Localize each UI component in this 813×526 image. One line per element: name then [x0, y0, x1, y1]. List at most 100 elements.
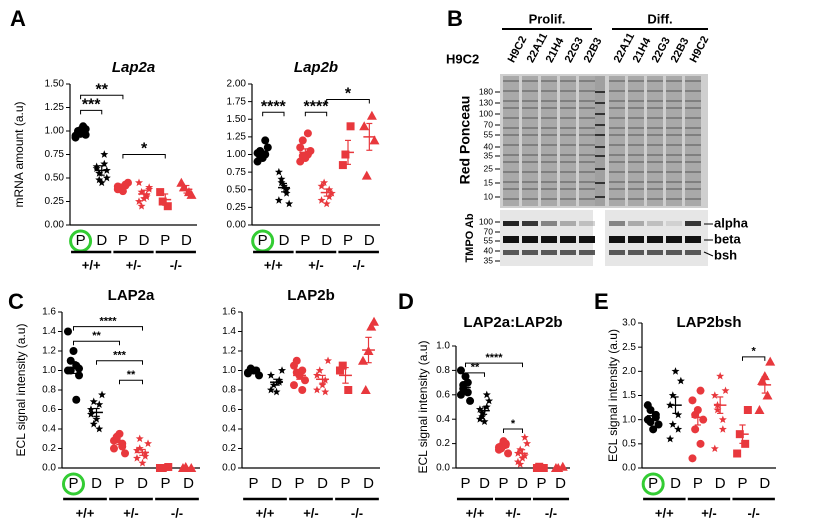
significance-label: *: [345, 86, 352, 103]
genotype-label: +/-: [126, 257, 142, 272]
ponceau-band: [685, 188, 701, 190]
data-point: [109, 444, 118, 453]
ponceau-band: [560, 171, 576, 173]
y-tick-label: 1.25: [45, 102, 65, 113]
data-point: [466, 396, 475, 405]
ponceau-band: [503, 161, 519, 163]
ponceau-band: [560, 90, 576, 92]
ponceau-band: [609, 100, 625, 102]
data-point: [100, 150, 109, 158]
x-tick-label: D: [91, 475, 102, 492]
significance-bracket: [80, 94, 124, 100]
ponceau-lane: [685, 76, 701, 206]
x-tick-label: D: [317, 475, 328, 492]
data-point: [289, 381, 298, 390]
data-point: [317, 182, 326, 190]
data-point: [98, 390, 107, 399]
ponceau-band: [503, 181, 519, 183]
ponceau-band: [666, 198, 682, 200]
ponceau-band: [560, 198, 576, 200]
data-point: [480, 417, 489, 426]
marker-label: 180: [479, 86, 493, 96]
data-point: [263, 143, 272, 152]
data-point: [135, 178, 143, 187]
data-point: [324, 356, 333, 365]
data-point: [535, 462, 544, 471]
marker-label: 55: [484, 129, 494, 139]
ponceau-band: [579, 107, 595, 109]
chart-title: LAP2a:LAP2b: [463, 314, 562, 331]
marker-label: 35: [484, 150, 494, 160]
data-point: [112, 432, 121, 441]
x-tick-label: D: [321, 232, 332, 249]
ponceau-band: [647, 181, 663, 183]
x-tick-label: P: [68, 475, 78, 492]
data-point: [643, 401, 652, 410]
ponceau-band: [666, 161, 682, 163]
significance-label: ***: [82, 97, 101, 114]
y-tick-label: 1.00: [45, 126, 65, 137]
ponceau-band: [503, 90, 519, 92]
data-point: [485, 396, 494, 405]
x-tick-label: D: [279, 232, 290, 249]
data-point: [303, 129, 312, 138]
data-point: [145, 185, 154, 193]
ponceau-band: [579, 198, 595, 200]
data-point: [456, 366, 465, 375]
marker-label: 15: [484, 177, 494, 187]
x-tick-label: D: [364, 232, 375, 249]
data-point: [135, 444, 144, 452]
data-point: [369, 135, 380, 145]
genotype-label: +/+: [466, 505, 485, 520]
y-tick-label: 0.75: [227, 167, 247, 178]
ponceau-band: [647, 127, 663, 129]
ponceau-band: [685, 134, 701, 136]
data-point: [321, 387, 330, 396]
ponceau-band: [685, 127, 701, 129]
data-point: [289, 361, 298, 370]
ponceau-band: [579, 134, 595, 136]
ponceau-band: [503, 144, 519, 146]
ponceau-band: [579, 127, 595, 129]
y-tick-label: 0.0: [622, 463, 636, 474]
data-point: [721, 386, 730, 395]
significance-bracket: [503, 428, 523, 433]
genotype-label: +/+: [82, 257, 101, 272]
ponceau-band: [541, 117, 557, 119]
ponceau-band: [579, 188, 595, 190]
ponceau-band: [503, 117, 519, 119]
y-tick-label: 1.0: [222, 365, 236, 376]
data-point: [92, 415, 101, 423]
data-point: [95, 400, 104, 409]
ladder-band: [595, 155, 605, 157]
x-tick-label: D: [670, 475, 681, 492]
y-tick-label: 0.0: [436, 463, 450, 474]
ladder-band: [595, 146, 605, 148]
ponceau-band: [579, 117, 595, 119]
ponceau-band: [609, 127, 625, 129]
data-point: [89, 397, 98, 406]
data-point: [132, 446, 141, 454]
ponceau-band: [579, 90, 595, 92]
ponceau-band: [628, 127, 644, 129]
ponceau-band: [666, 188, 682, 190]
ponceau-band: [628, 144, 644, 146]
data-point: [292, 368, 301, 377]
ponceau-band: [503, 134, 519, 136]
data-point: [696, 386, 705, 395]
data-point: [144, 439, 153, 448]
data-point: [520, 433, 529, 441]
x-tick-label: P: [258, 232, 268, 249]
marker-label: 70: [484, 226, 494, 236]
x-tick-label: D: [517, 475, 528, 492]
ponceau-lane: [522, 76, 538, 206]
data-point: [344, 386, 353, 394]
ladder-band: [595, 102, 605, 104]
ponceau-band: [503, 127, 519, 129]
ponceau-band: [666, 171, 682, 173]
bsh-band: [522, 250, 538, 255]
ladder-band: [595, 182, 605, 184]
data-point: [100, 159, 109, 168]
y-tick-label: 0.5: [622, 438, 636, 449]
data-point: [266, 385, 275, 394]
